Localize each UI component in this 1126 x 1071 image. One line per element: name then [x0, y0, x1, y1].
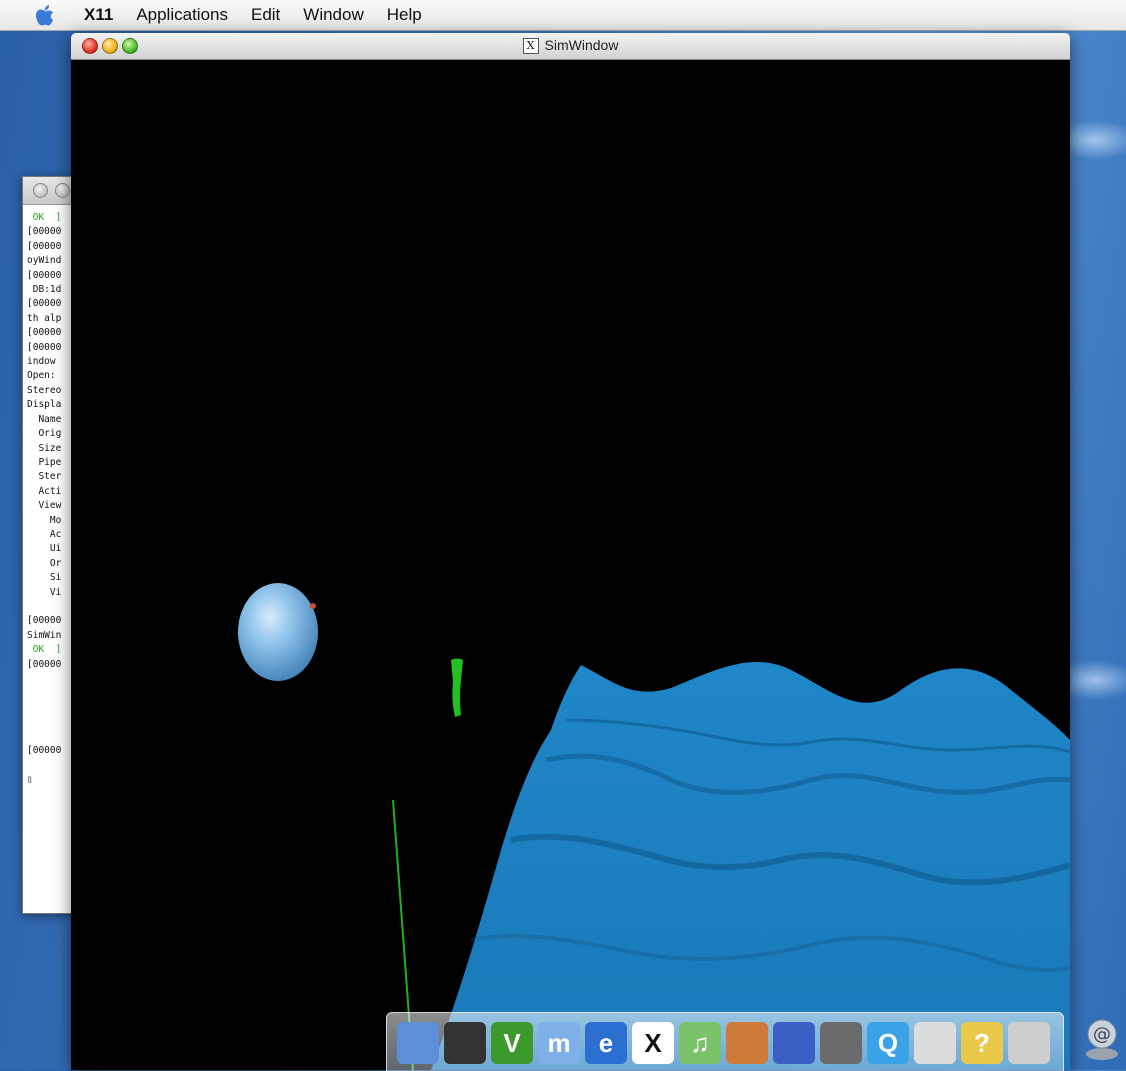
mac-icon[interactable] [914, 1022, 956, 1064]
menu-edit[interactable]: Edit [250, 5, 281, 24]
terminal-line: [00000 [27, 240, 62, 252]
terminal-line: [00000 [27, 226, 62, 238]
imovie-icon[interactable] [773, 1022, 815, 1064]
close-button[interactable] [82, 38, 98, 54]
terminal-minimize-button[interactable] [55, 183, 70, 198]
green-marker [451, 658, 463, 717]
terminal-line: SimWin [27, 629, 62, 641]
vim-icon[interactable]: V [491, 1022, 533, 1064]
sim-window[interactable]: X SimWindow [71, 33, 1070, 1070]
terminal-line: oyWind [27, 255, 62, 267]
wave-ridge [470, 933, 1070, 972]
terminal-line: Size [27, 442, 62, 454]
wave-ridge [565, 718, 1070, 754]
terminal-line: OK ] [27, 212, 62, 223]
terminal-line: th alp [27, 312, 62, 324]
terminal-line: [00000 [27, 327, 62, 339]
iphoto-icon[interactable] [726, 1022, 768, 1064]
terminal-line: Open: [27, 370, 56, 382]
menu-window[interactable]: Window [303, 5, 364, 24]
wave-ridge [545, 753, 1070, 795]
terminal-line: Si [27, 572, 62, 584]
sim-window-title: SimWindow [544, 37, 619, 53]
terminal-line: [00000 [27, 269, 62, 281]
terminal-line: ▯ [27, 773, 33, 785]
internet-explorer-icon[interactable]: e [585, 1022, 627, 1064]
mail-dock-icon[interactable]: @ [1082, 1014, 1122, 1064]
x11-window-icon: X [522, 38, 539, 55]
scene-3d [238, 583, 1070, 1070]
terminal-line: Acti [27, 485, 62, 497]
terminal-line: Stereo [27, 384, 62, 396]
finder-icon[interactable] [397, 1022, 439, 1064]
simulation-canvas[interactable] [71, 60, 1070, 1070]
sim-window-title-bar[interactable]: X SimWindow [71, 33, 1070, 60]
terminal-line: Displa [27, 399, 62, 411]
terminal-line: [00000 [27, 745, 62, 757]
m-app-icon[interactable]: m [538, 1022, 580, 1064]
terminal-line: Or [27, 557, 62, 569]
svg-text:@: @ [1093, 1024, 1111, 1045]
terminal-line: [00000 [27, 341, 62, 353]
terminal-line: OK ] [27, 644, 62, 656]
x11-icon[interactable]: X [632, 1022, 674, 1064]
help-viewer-icon[interactable]: ? [961, 1022, 1003, 1064]
wave-ridge [510, 833, 1070, 886]
sherlock-icon[interactable] [820, 1022, 862, 1064]
terminal-line: DB:1d [27, 284, 62, 296]
quicktime-icon[interactable]: Q [867, 1022, 909, 1064]
menubar: X11 Applications Edit Window Help [0, 0, 1126, 31]
minimize-button[interactable] [102, 38, 118, 54]
sphere-object [238, 583, 318, 681]
terminal-line: [00000 [27, 298, 62, 310]
terminal-line: Mo [27, 514, 62, 526]
terminal-line: View [27, 500, 62, 512]
apple-menu[interactable] [34, 3, 64, 27]
terminal-line: Ui [27, 543, 62, 555]
terminal-line: [00000 [27, 615, 62, 627]
terminal-line: [00000 [27, 658, 62, 670]
menu-x11[interactable]: X11 [84, 5, 114, 24]
terminal-line: Pipe [27, 456, 62, 468]
terminal-icon[interactable] [444, 1022, 486, 1064]
sphere-marker [310, 603, 316, 609]
menu-applications[interactable]: Applications [136, 5, 228, 24]
terminal-output: OK ] [00000 [00000 oyWind [00000 DB:1d [00000… [23, 205, 103, 787]
itunes-icon[interactable]: ♫ [679, 1022, 721, 1064]
terminal-line: Ac [27, 528, 62, 540]
zoom-button[interactable] [122, 38, 138, 54]
terminal-line: Orig [27, 428, 62, 440]
preview-icon[interactable] [1008, 1022, 1050, 1064]
apple-icon [36, 5, 54, 26]
terminal-close-button[interactable] [33, 183, 48, 198]
terminal-line: Ster [27, 471, 62, 483]
terminal-line: Vi [27, 586, 62, 598]
terminal-line: Name [27, 413, 62, 425]
menu-help[interactable]: Help [386, 5, 422, 24]
terminal-line: indow [27, 356, 56, 368]
